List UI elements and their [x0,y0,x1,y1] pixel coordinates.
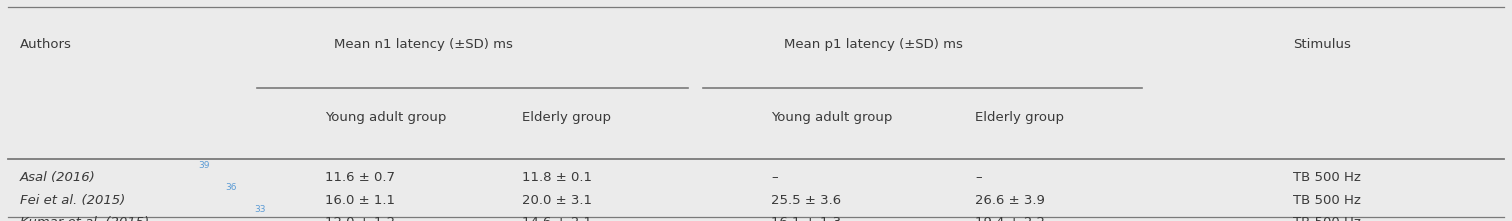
Text: Young adult group: Young adult group [771,111,892,124]
Text: 16.1 ± 1.3: 16.1 ± 1.3 [771,216,841,221]
Text: Mean p1 latency (±SD) ms: Mean p1 latency (±SD) ms [785,38,963,51]
Text: Authors: Authors [20,38,71,51]
Text: TB 500 Hz: TB 500 Hz [1293,216,1361,221]
Text: –: – [771,171,777,184]
Text: Stimulus: Stimulus [1293,38,1350,51]
Text: Fei et al. (2015): Fei et al. (2015) [20,194,125,206]
Text: Young adult group: Young adult group [325,111,446,124]
Text: 11.8 ± 0.1: 11.8 ± 0.1 [522,171,591,184]
Text: Elderly group: Elderly group [975,111,1064,124]
Text: Asal (2016): Asal (2016) [20,171,95,184]
Text: 12.0 ± 1.2: 12.0 ± 1.2 [325,216,395,221]
Text: TB 500 Hz: TB 500 Hz [1293,171,1361,184]
Text: 33: 33 [254,206,266,214]
Text: 36: 36 [225,183,237,192]
Text: –: – [975,171,981,184]
Text: Elderly group: Elderly group [522,111,611,124]
Text: 14.6 ± 2.1: 14.6 ± 2.1 [522,216,591,221]
Text: 26.6 ± 3.9: 26.6 ± 3.9 [975,194,1045,206]
Text: 11.6 ± 0.7: 11.6 ± 0.7 [325,171,395,184]
Text: 19.4 ± 2.2: 19.4 ± 2.2 [975,216,1045,221]
Text: TB 500 Hz: TB 500 Hz [1293,194,1361,206]
Text: 16.0 ± 1.1: 16.0 ± 1.1 [325,194,395,206]
Text: 20.0 ± 3.1: 20.0 ± 3.1 [522,194,591,206]
Text: 39: 39 [198,161,210,170]
Text: Kumar et al. (2015): Kumar et al. (2015) [20,216,148,221]
Text: 25.5 ± 3.6: 25.5 ± 3.6 [771,194,841,206]
Text: Mean n1 latency (±SD) ms: Mean n1 latency (±SD) ms [334,38,513,51]
